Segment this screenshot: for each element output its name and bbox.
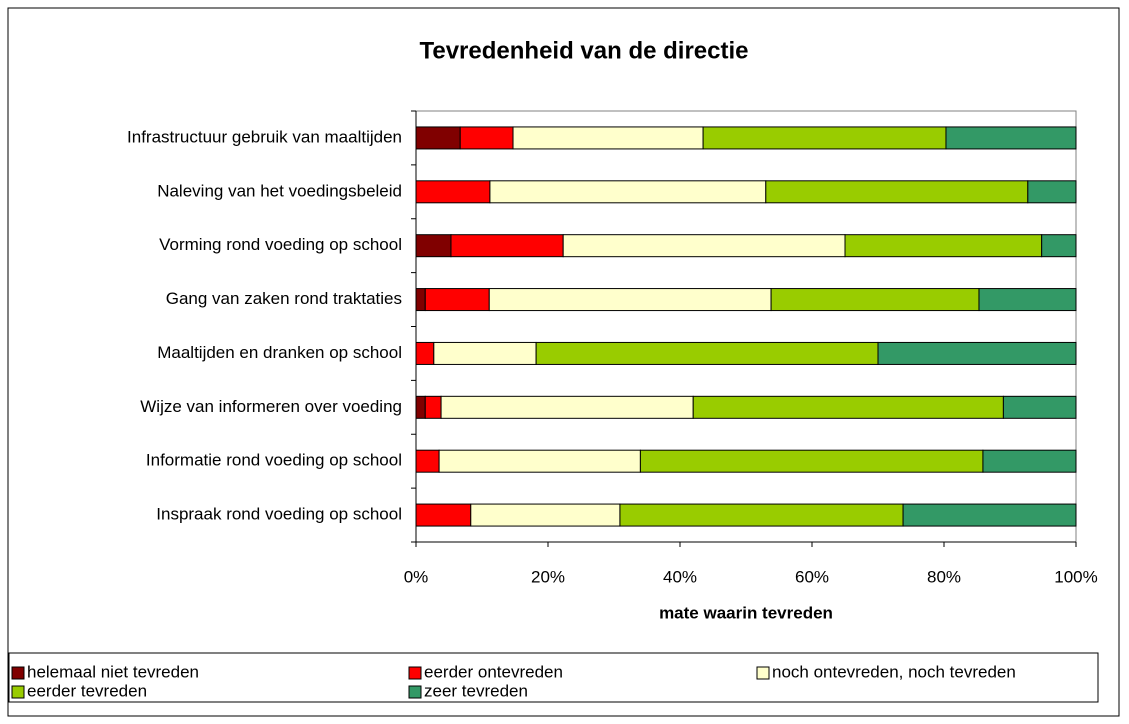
y-tick-label: Maaltijden en dranken op school bbox=[157, 343, 402, 362]
bar-segment bbox=[459, 126, 514, 150]
legend-swatch bbox=[408, 685, 422, 699]
y-tick-label: Gang van zaken rond traktaties bbox=[166, 289, 402, 308]
x-tick-label: 0% bbox=[404, 567, 429, 586]
bar-segment bbox=[619, 503, 904, 527]
y-tick-label: Informatie rond voeding op school bbox=[146, 451, 402, 470]
bar-segment bbox=[489, 180, 767, 204]
legend-swatch bbox=[11, 666, 25, 680]
x-axis-label: mate waarin tevreden bbox=[659, 603, 833, 622]
bar-segment bbox=[470, 503, 621, 527]
x-tick-label: 80% bbox=[927, 567, 961, 586]
bar-segment bbox=[982, 449, 1077, 473]
bar-segment bbox=[440, 395, 694, 419]
bar-segment bbox=[438, 449, 641, 473]
legend-label: zeer tevreden bbox=[424, 681, 528, 700]
bar-segment bbox=[639, 449, 984, 473]
bar-segment bbox=[450, 234, 564, 258]
bar-segment bbox=[902, 503, 1077, 527]
bar-segment bbox=[512, 126, 704, 150]
bar-segment bbox=[424, 395, 442, 419]
bar-segment bbox=[844, 234, 1043, 258]
bar-segment bbox=[765, 180, 1029, 204]
y-tick-label: Naleving van het voedingsbeleid bbox=[157, 181, 402, 200]
bar-segment bbox=[877, 341, 1077, 365]
legend-swatch bbox=[756, 666, 770, 680]
y-tick-label: Infrastructuur gebruik van maaltijden bbox=[127, 127, 402, 146]
y-tick-label: Vorming rond voeding op school bbox=[159, 235, 402, 254]
legend-label: helemaal niet tevreden bbox=[27, 662, 199, 681]
y-tick-label: Inspraak rond voeding op school bbox=[156, 505, 402, 524]
legend-label: eerder ontevreden bbox=[424, 662, 563, 681]
bar-segment bbox=[415, 234, 452, 258]
bar-segment bbox=[978, 288, 1077, 312]
legend-swatch bbox=[408, 666, 422, 680]
bar-segment bbox=[1041, 234, 1077, 258]
x-tick-label: 40% bbox=[663, 567, 697, 586]
legend-label: noch ontevreden, noch tevreden bbox=[772, 662, 1016, 681]
bar-segment bbox=[770, 288, 980, 312]
bar-segment bbox=[535, 341, 879, 365]
x-tick-label: 20% bbox=[531, 567, 565, 586]
bar-segment bbox=[415, 180, 491, 204]
bar-segment bbox=[562, 234, 846, 258]
bar-segment bbox=[1027, 180, 1077, 204]
bar-segment bbox=[702, 126, 947, 150]
bar-segment bbox=[424, 288, 490, 312]
x-tick-label: 60% bbox=[795, 567, 829, 586]
legend-box bbox=[8, 652, 1099, 703]
bar-segment bbox=[415, 449, 440, 473]
bar-segment bbox=[415, 395, 426, 419]
x-tick-label: 100% bbox=[1054, 567, 1097, 586]
bar-segment bbox=[415, 341, 435, 365]
legend-label: eerder tevreden bbox=[27, 681, 147, 700]
legend-swatch bbox=[11, 685, 25, 699]
bar-segment bbox=[433, 341, 537, 365]
y-tick-label: Wijze van informeren over voeding bbox=[140, 397, 402, 416]
bar-segment bbox=[415, 126, 461, 150]
chart-title: Tevredenheid van de directie bbox=[419, 37, 748, 64]
bar-segment bbox=[415, 503, 472, 527]
bar-segment bbox=[945, 126, 1077, 150]
bar-segment bbox=[488, 288, 772, 312]
bar-segment bbox=[415, 288, 426, 312]
bar-segment bbox=[1002, 395, 1077, 419]
bar-segment bbox=[692, 395, 1004, 419]
